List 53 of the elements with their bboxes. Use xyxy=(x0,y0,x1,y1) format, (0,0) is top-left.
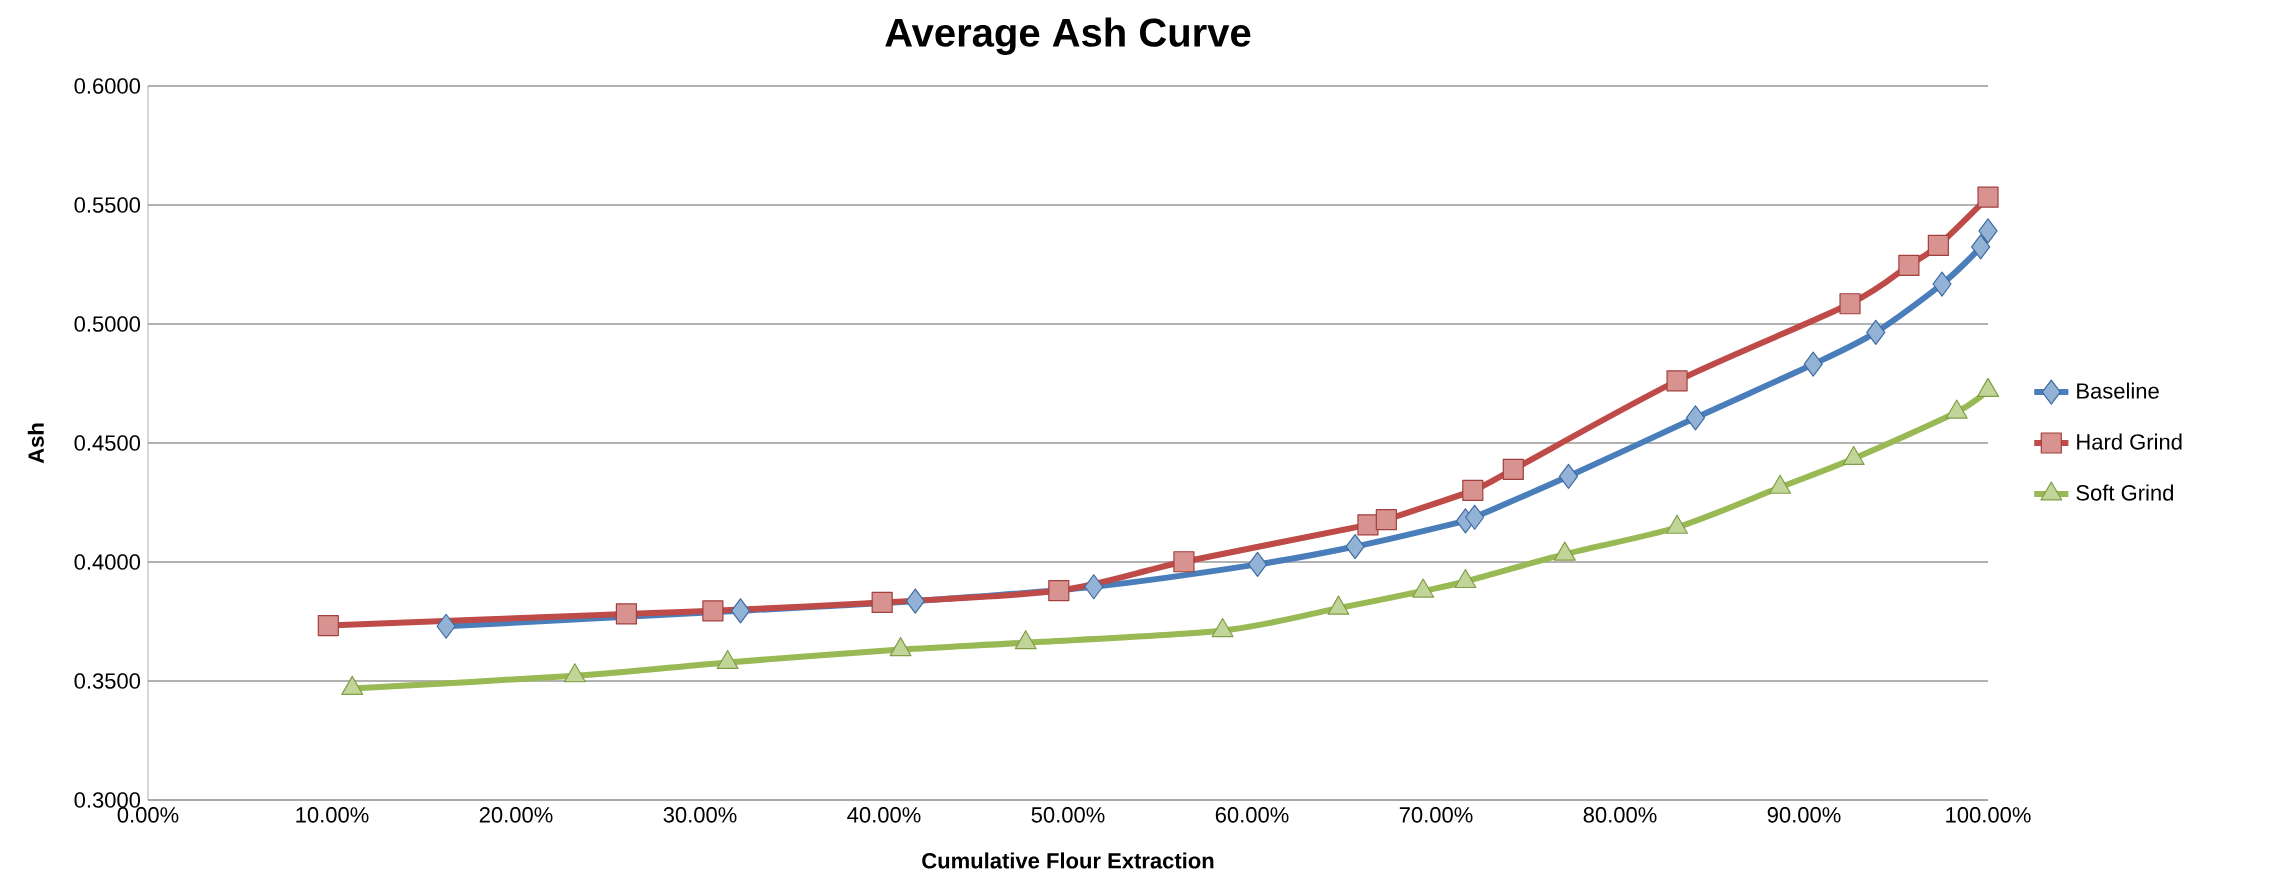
x-tick-label: 60.00% xyxy=(1215,807,1289,823)
y-tick-label: 0.4000 xyxy=(74,554,141,570)
point xyxy=(1345,533,1365,560)
x-axis-title: Cumulative Flour Extraction xyxy=(922,852,1214,869)
point xyxy=(1927,234,1949,257)
x-tick-label: 70.00% xyxy=(1399,807,1473,823)
point xyxy=(1247,551,1268,577)
point xyxy=(1803,351,1823,377)
point xyxy=(1048,579,1070,602)
point xyxy=(615,603,638,625)
point xyxy=(1839,293,1861,315)
point xyxy=(1971,234,1991,260)
x-tick-label: 50.00% xyxy=(1031,807,1105,823)
y-tick-label: 0.5000 xyxy=(74,316,141,332)
point xyxy=(730,598,751,624)
point xyxy=(1462,479,1484,501)
y-tick-label: 0.5500 xyxy=(74,197,141,213)
chart-title: Average Ash Curve xyxy=(885,17,1251,55)
point xyxy=(1932,271,1952,297)
point xyxy=(1898,254,1920,277)
y-axis-title: Ash xyxy=(27,423,44,464)
legend-label: Hard Grind xyxy=(2077,433,2182,450)
point xyxy=(1357,514,1379,536)
x-tick-label: 30.00% xyxy=(663,807,737,823)
point xyxy=(702,600,724,622)
point xyxy=(1685,405,1706,431)
point xyxy=(1558,463,1579,489)
legend-label: Baseline xyxy=(2077,382,2159,399)
point xyxy=(1978,218,1998,244)
point xyxy=(1977,186,1999,208)
point xyxy=(905,588,925,614)
legend-label: Soft Grind xyxy=(2076,484,2173,501)
y-tick-label: 0.3000 xyxy=(74,792,141,808)
x-tick-label: 90.00% xyxy=(1767,807,1841,823)
x-tick-label: 100.00% xyxy=(1946,807,2031,823)
point xyxy=(1465,504,1485,530)
y-tick-label: 0.4500 xyxy=(74,435,141,451)
x-tick-label: 0.00% xyxy=(117,807,179,823)
x-tick-label: 20.00% xyxy=(479,807,553,823)
x-tick-label: 10.00% xyxy=(296,807,369,823)
point xyxy=(871,591,893,614)
point xyxy=(1173,551,1195,573)
point xyxy=(1502,458,1524,481)
point xyxy=(1084,574,1104,600)
x-tick-label: 80.00% xyxy=(1583,807,1657,823)
y-tick-label: 0.3500 xyxy=(74,673,141,689)
point xyxy=(1375,509,1397,531)
x-tick-label: 40.00% xyxy=(847,807,921,823)
point xyxy=(1666,370,1688,392)
point xyxy=(1866,319,1886,345)
point xyxy=(317,614,339,637)
y-tick-label: 0.6000 xyxy=(74,78,141,94)
point xyxy=(436,613,456,639)
